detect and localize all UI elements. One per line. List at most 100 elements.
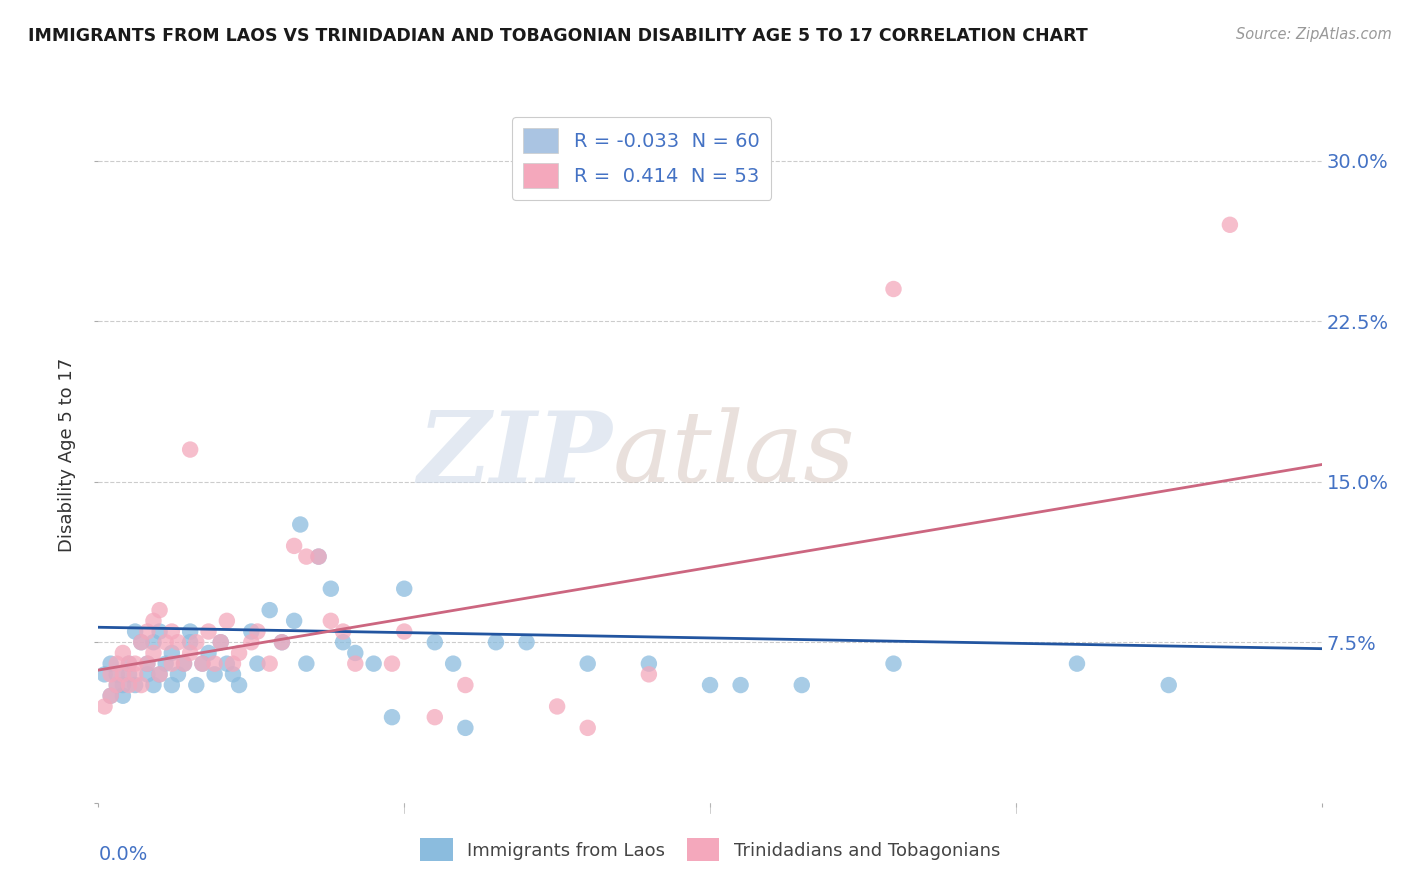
Legend: Immigrants from Laos, Trinidadians and Tobagonians: Immigrants from Laos, Trinidadians and T…	[411, 829, 1010, 871]
Point	[381, 710, 404, 724]
Point	[332, 635, 354, 649]
Point	[191, 657, 214, 671]
Point	[454, 721, 477, 735]
Point	[246, 624, 269, 639]
Point	[173, 657, 195, 671]
Point	[149, 667, 172, 681]
Point	[167, 635, 190, 649]
Point	[363, 657, 385, 671]
Point	[191, 657, 214, 671]
Text: IMMIGRANTS FROM LAOS VS TRINIDADIAN AND TOBAGONIAN DISABILITY AGE 5 TO 17 CORREL: IMMIGRANTS FROM LAOS VS TRINIDADIAN AND …	[28, 27, 1088, 45]
Point	[105, 678, 128, 692]
Point	[111, 689, 134, 703]
Point	[197, 646, 219, 660]
Point	[155, 635, 177, 649]
Point	[344, 646, 367, 660]
Point	[142, 614, 165, 628]
Point	[1219, 218, 1241, 232]
Point	[129, 635, 152, 649]
Point	[124, 657, 146, 671]
Point	[290, 517, 312, 532]
Point	[149, 667, 172, 681]
Point	[344, 657, 367, 671]
Point	[118, 657, 141, 671]
Point	[259, 657, 281, 671]
Text: ZIP: ZIP	[418, 407, 612, 503]
Point	[197, 624, 219, 639]
Point	[246, 657, 269, 671]
Point	[295, 549, 318, 564]
Point	[118, 657, 141, 671]
Point	[259, 603, 281, 617]
Point	[142, 678, 165, 692]
Point	[637, 657, 661, 671]
Point	[111, 678, 134, 692]
Point	[883, 657, 905, 671]
Point	[118, 678, 141, 692]
Point	[441, 657, 464, 671]
Point	[308, 549, 330, 564]
Point	[283, 614, 305, 628]
Point	[105, 678, 128, 692]
Point	[173, 657, 195, 671]
Point	[167, 667, 190, 681]
Point	[240, 624, 263, 639]
Point	[228, 678, 250, 692]
Point	[160, 646, 183, 660]
Point	[124, 624, 146, 639]
Point	[730, 678, 752, 692]
Point	[485, 635, 508, 649]
Point	[215, 657, 238, 671]
Point	[186, 678, 208, 692]
Point	[576, 657, 599, 671]
Point	[637, 667, 661, 681]
Point	[308, 549, 330, 564]
Point	[136, 657, 159, 671]
Point	[319, 614, 342, 628]
Point	[699, 678, 721, 692]
Point	[332, 624, 354, 639]
Point	[93, 699, 115, 714]
Point	[100, 657, 122, 671]
Point	[160, 678, 183, 692]
Point	[118, 667, 141, 681]
Point	[129, 635, 152, 649]
Point	[319, 582, 342, 596]
Point	[516, 635, 538, 649]
Point	[100, 689, 122, 703]
Point	[155, 657, 177, 671]
Point	[454, 678, 477, 692]
Text: 0.0%: 0.0%	[98, 845, 148, 863]
Point	[576, 721, 599, 735]
Point	[160, 657, 183, 671]
Point	[283, 539, 305, 553]
Point	[270, 635, 292, 649]
Point	[186, 635, 208, 649]
Point	[392, 624, 416, 639]
Point	[209, 635, 232, 649]
Point	[136, 667, 159, 681]
Point	[179, 635, 201, 649]
Point	[240, 635, 263, 649]
Point	[1066, 657, 1088, 671]
Point	[423, 710, 446, 724]
Point	[149, 603, 172, 617]
Point	[136, 624, 159, 639]
Point	[100, 689, 122, 703]
Point	[105, 667, 128, 681]
Point	[179, 646, 201, 660]
Point	[105, 657, 128, 671]
Point	[546, 699, 568, 714]
Point	[111, 667, 134, 681]
Point	[111, 646, 134, 660]
Point	[423, 635, 446, 649]
Point	[124, 667, 146, 681]
Point	[136, 657, 159, 671]
Point	[270, 635, 292, 649]
Y-axis label: Disability Age 5 to 17: Disability Age 5 to 17	[58, 358, 76, 552]
Point	[142, 646, 165, 660]
Point	[1157, 678, 1180, 692]
Point	[179, 442, 201, 457]
Point	[209, 635, 232, 649]
Point	[124, 678, 146, 692]
